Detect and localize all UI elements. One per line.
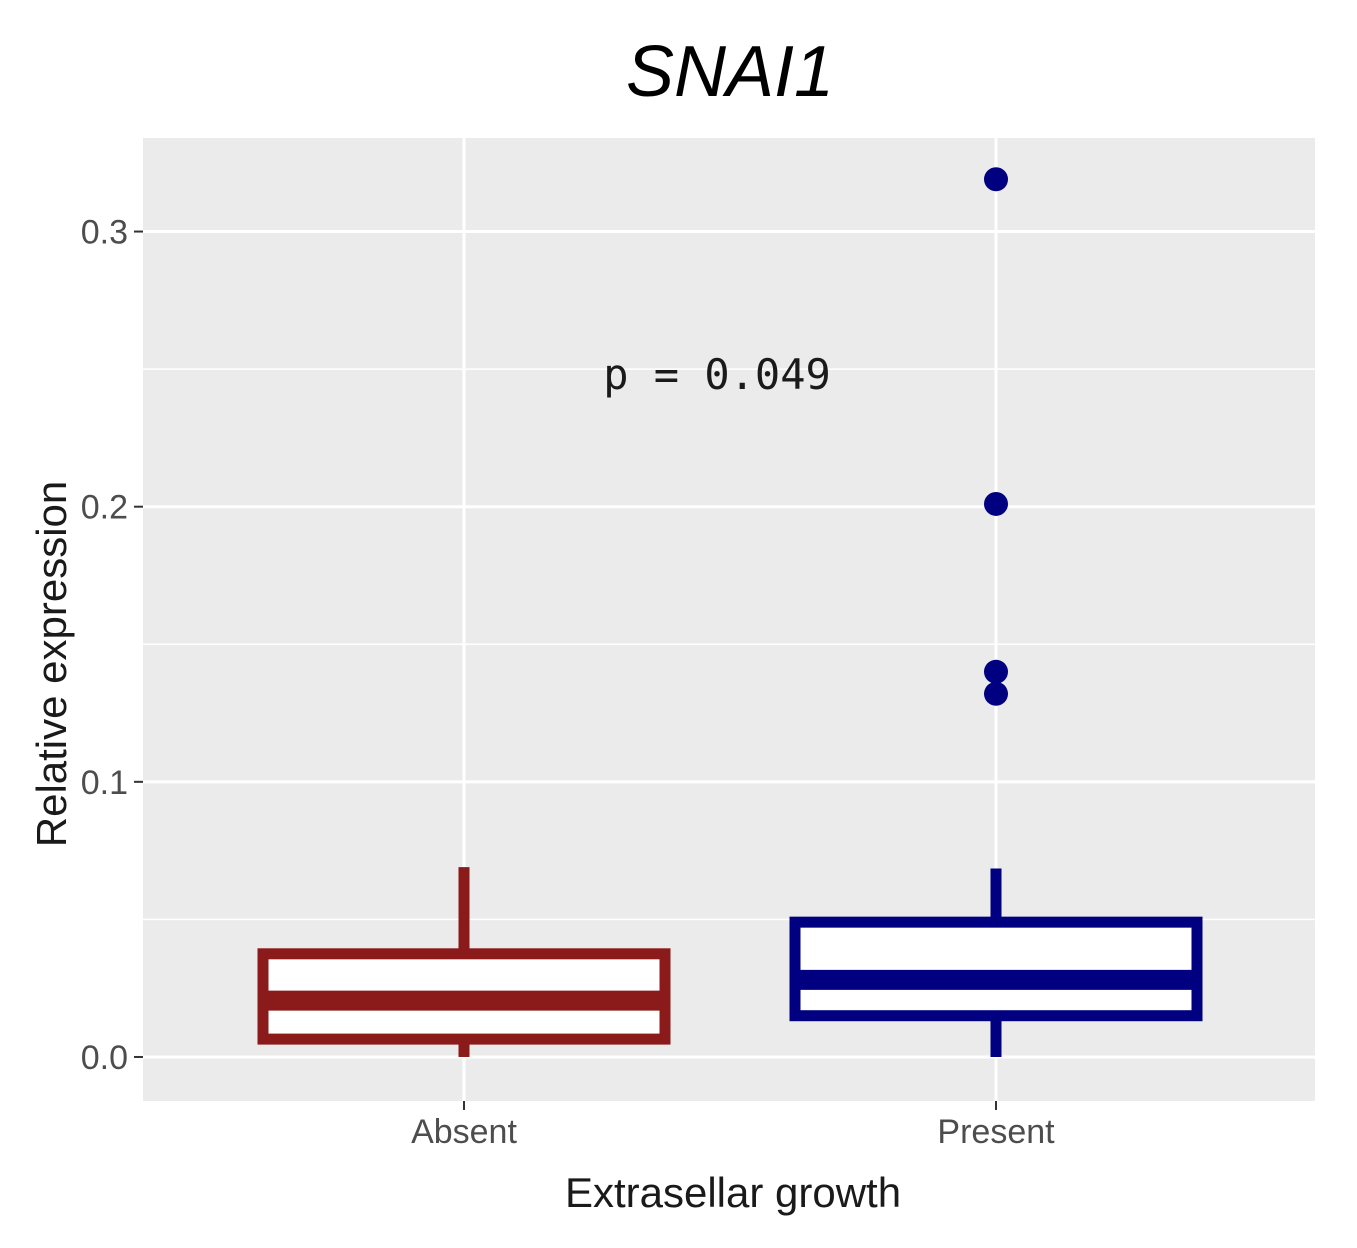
axes: 0.0 0.1 0.2 0.3 Absent Present <box>81 214 1055 1151</box>
x-axis-label: Extrasellar growth <box>565 1169 901 1216</box>
y-tick-label-0: 0.0 <box>81 1039 128 1077</box>
y-tick-label-1: 0.1 <box>81 764 128 802</box>
y-axis-label: Relative expression <box>28 481 75 848</box>
outlier-point-present-2 <box>984 491 1008 516</box>
outlier-point-present-3 <box>984 167 1008 192</box>
box-absent <box>257 867 671 1057</box>
x-tick-label-present: Present <box>937 1113 1055 1151</box>
p-value-annotation: p = 0.049 <box>603 350 831 399</box>
iqr-box-present <box>789 916 1203 1022</box>
grid-lines <box>143 138 1315 1101</box>
box-present <box>789 167 1203 1057</box>
chart-title: SNAI1 <box>626 32 834 112</box>
y-tick-label-3: 0.3 <box>81 214 128 252</box>
outlier-point-present-1 <box>984 659 1008 684</box>
boxes <box>257 167 1203 1057</box>
x-tick-label-absent: Absent <box>411 1113 517 1151</box>
outlier-point-present-0 <box>984 681 1008 706</box>
y-tick-label-2: 0.2 <box>81 489 128 527</box>
